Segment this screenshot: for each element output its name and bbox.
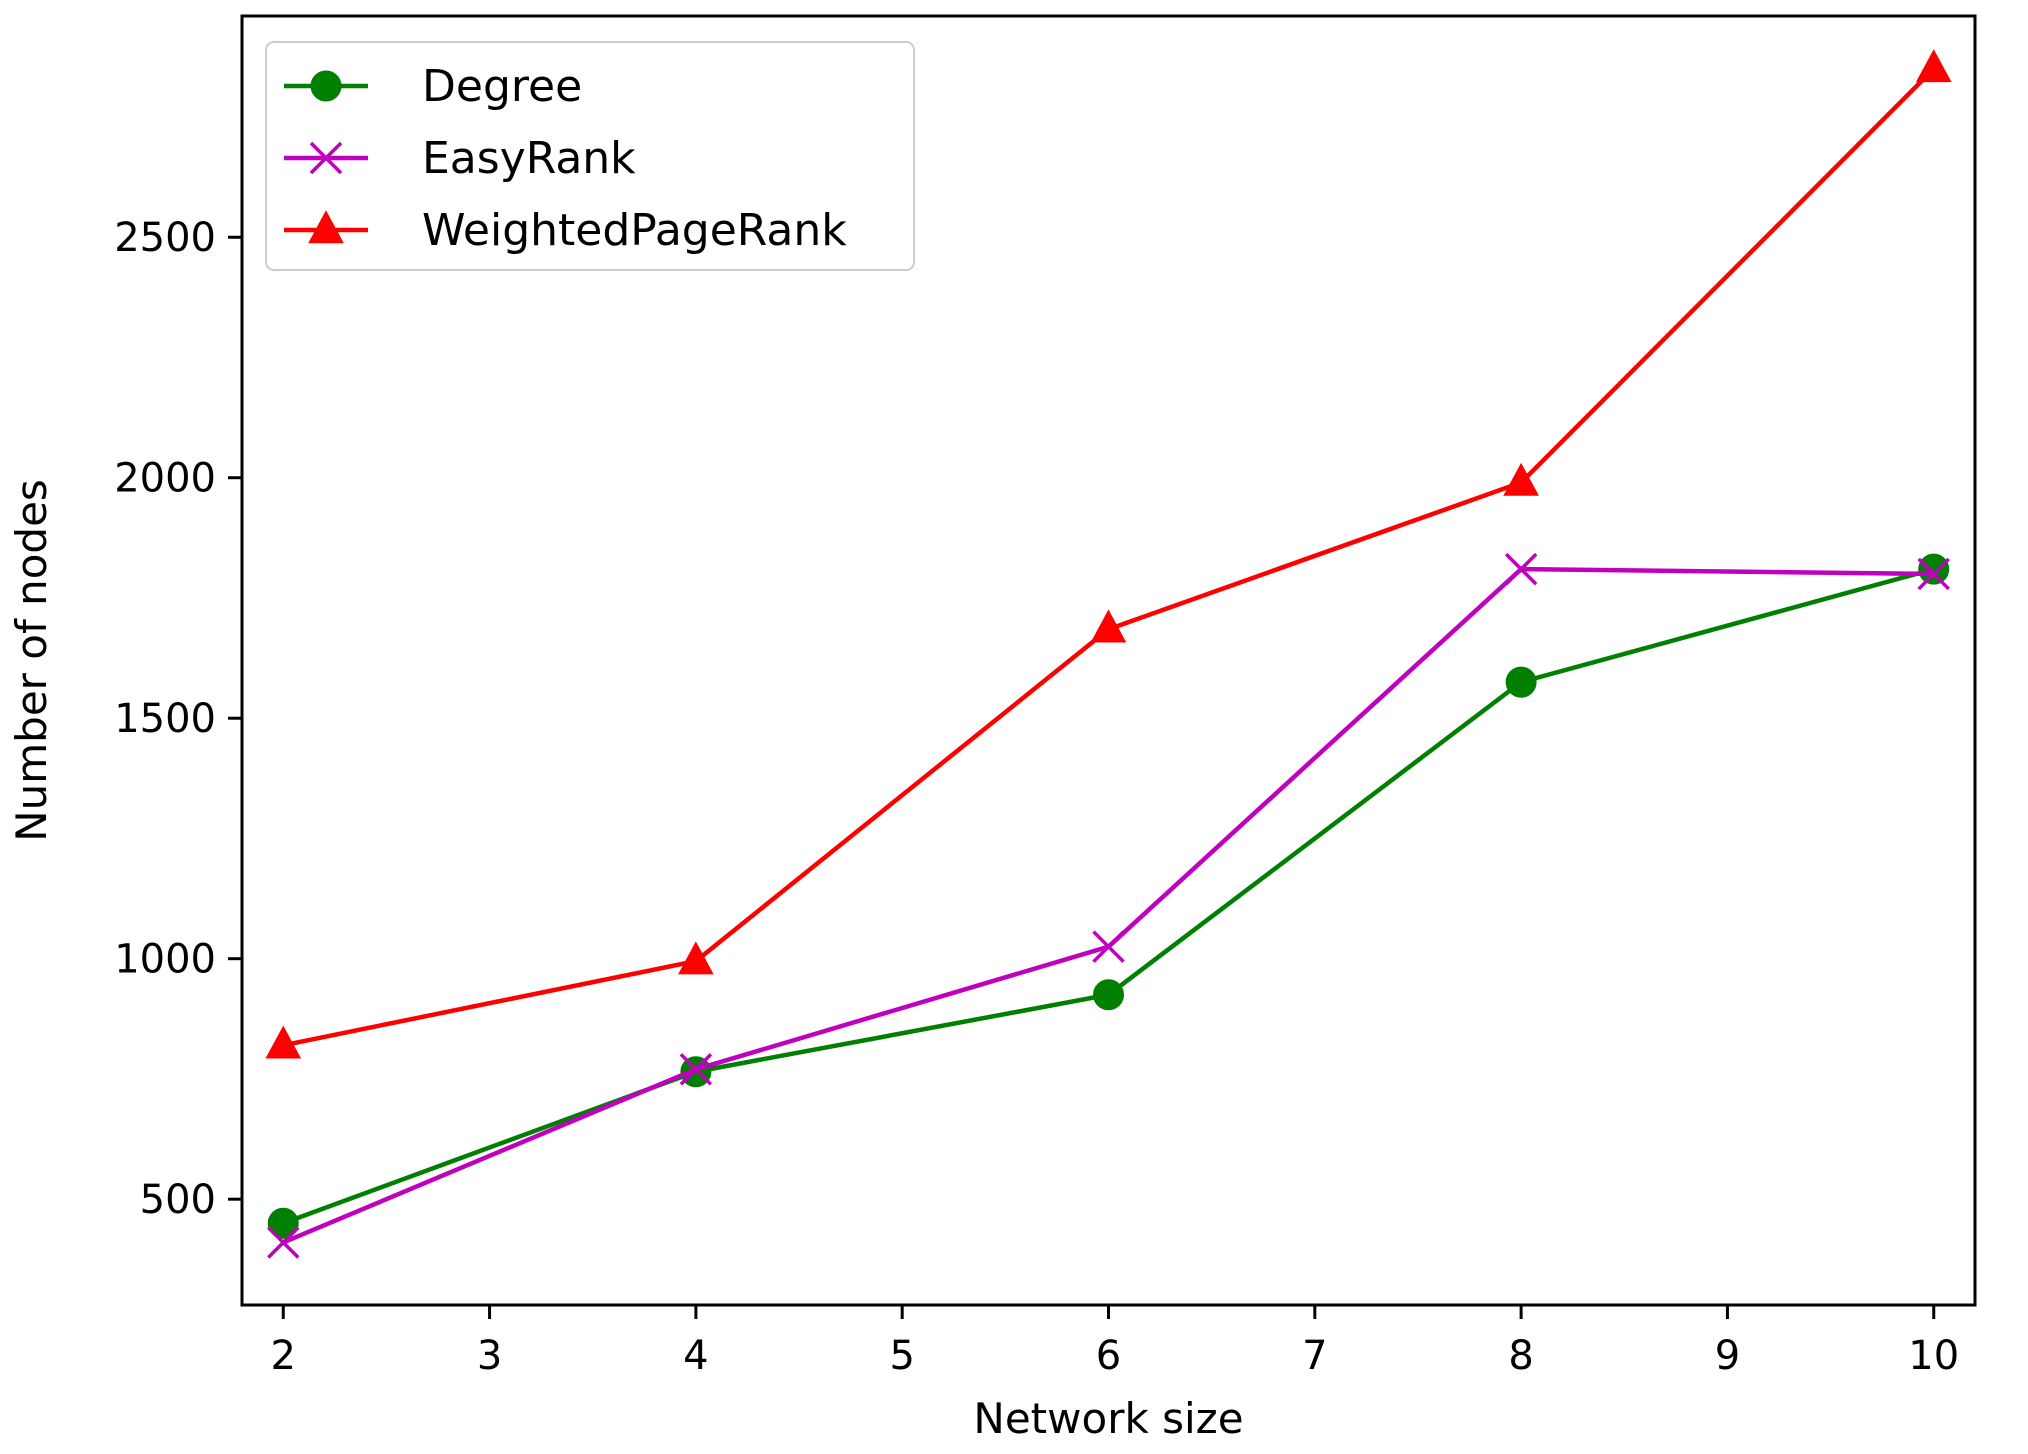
x-marker-stroke bbox=[309, 141, 343, 175]
data-point-easyrank bbox=[679, 1053, 713, 1086]
x-tick-label: 9 bbox=[1715, 1333, 1740, 1379]
data-point-easyrank bbox=[267, 1226, 300, 1259]
series-layer bbox=[265, 49, 1952, 1259]
x-axis-ticks: 2 3 4 5 6 7 8 9 10 bbox=[271, 1305, 1959, 1379]
data-point-easyrank bbox=[1504, 552, 1538, 586]
y-tick-label: 500 bbox=[140, 1177, 216, 1223]
data-point-degree bbox=[267, 1207, 299, 1239]
y-axis-ticks: 500 1000 1500 2000 2500 bbox=[114, 215, 242, 1223]
y-tick-label: 1500 bbox=[114, 696, 216, 742]
series-weightedpagerank bbox=[265, 49, 1952, 1059]
data-point-weightedpagerank bbox=[678, 941, 714, 975]
data-point-easyrank bbox=[1917, 557, 1950, 591]
data-point-weightedpagerank bbox=[1090, 609, 1127, 643]
data-point-easyrank bbox=[1092, 930, 1125, 963]
legend: Degree EasyRank WeightedPageRank bbox=[265, 41, 915, 271]
x-axis-title: Network size bbox=[973, 1394, 1243, 1443]
legend-item-easyrank: EasyRank bbox=[284, 133, 636, 184]
legend-box bbox=[265, 41, 915, 271]
data-point-weightedpagerank bbox=[1503, 462, 1539, 496]
legend-label-degree: Degree bbox=[422, 61, 582, 112]
data-point-degree bbox=[1093, 979, 1124, 1011]
data-point-weightedpagerank bbox=[265, 1025, 302, 1059]
y-tick-label: 1000 bbox=[114, 937, 216, 983]
x-tick-label: 8 bbox=[1508, 1333, 1533, 1379]
x-marker-stroke bbox=[267, 1226, 300, 1259]
legend-item-degree: Degree bbox=[284, 61, 582, 112]
x-tick-label: 6 bbox=[1096, 1333, 1121, 1379]
y-axis-title: Number of nodes bbox=[7, 479, 56, 842]
x-marker-stroke bbox=[1917, 557, 1950, 591]
y-tick-label: 2000 bbox=[114, 456, 216, 502]
data-point-degree bbox=[1918, 553, 1950, 585]
legend-label-weightedpagerank: WeightedPageRank bbox=[422, 205, 847, 256]
series-easyrank bbox=[267, 552, 1950, 1259]
legend-item-weightedpagerank: WeightedPageRank bbox=[284, 205, 847, 256]
data-point-weightedpagerank bbox=[1915, 49, 1952, 83]
x-tick-label: 4 bbox=[683, 1333, 708, 1379]
x-marker-stroke bbox=[1504, 552, 1538, 586]
y-tick-label: 2500 bbox=[114, 215, 216, 261]
legend-marker-degree bbox=[310, 70, 342, 102]
legend-label-easyrank: EasyRank bbox=[422, 133, 636, 184]
x-tick-label: 3 bbox=[477, 1333, 502, 1379]
legend-marker-easyrank bbox=[309, 141, 343, 175]
x-tick-label: 10 bbox=[1908, 1333, 1959, 1379]
data-point-degree bbox=[1505, 666, 1537, 698]
x-tick-label: 7 bbox=[1302, 1333, 1327, 1379]
x-tick-label: 2 bbox=[271, 1333, 296, 1379]
x-tick-label: 5 bbox=[889, 1333, 914, 1379]
x-marker-stroke bbox=[679, 1053, 713, 1086]
x-marker-stroke bbox=[1092, 930, 1125, 963]
legend-marker-weightedpagerank bbox=[308, 210, 344, 244]
